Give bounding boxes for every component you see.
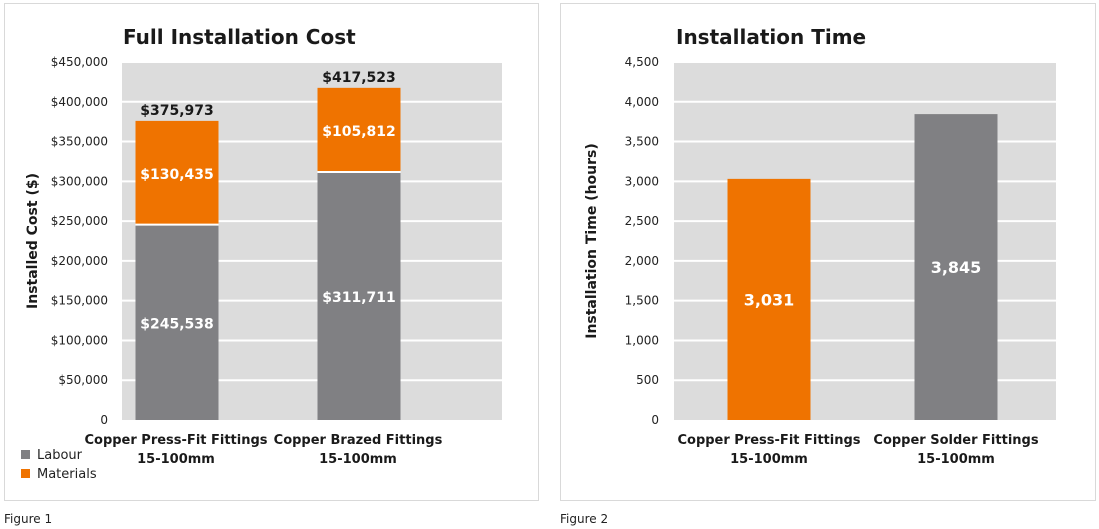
bar-value-label: 3,845 [931, 258, 982, 277]
x-tick-label-sub: 15-100mm [319, 452, 397, 467]
chart-title: Full Installation Cost [123, 25, 356, 49]
y-tick-label: 4,500 [625, 55, 659, 69]
y-tick-label: 4,000 [625, 95, 659, 109]
x-tick-label: Copper Solder Fittings [873, 433, 1038, 448]
installation-cost-chart: Full Installation Cost 0 $50,000 $100,000 $1… [21, 25, 502, 482]
y-axis-label: Installation Time (hours) [584, 143, 600, 339]
bar-materials-1 [317, 87, 401, 173]
bar-materials-0 [135, 120, 219, 225]
y-axis-label: Installed Cost ($) [25, 173, 41, 309]
bar-value-label: 3,031 [744, 290, 795, 309]
bar-total-label: $417,523 [322, 70, 396, 86]
y-tick-label: 2,000 [625, 254, 659, 268]
figure-caption-2: Figure 2 [560, 512, 609, 526]
y-tick-label: $400,000 [51, 95, 108, 109]
bar-value-label: $130,435 [140, 167, 214, 183]
y-tick-label: 500 [636, 373, 659, 387]
y-tick-label: $100,000 [51, 333, 108, 347]
y-tick-label: 2,500 [625, 214, 659, 228]
y-tick-label: $250,000 [51, 214, 108, 228]
bar-labour-1 [317, 172, 401, 420]
y-tick-label: $300,000 [51, 174, 108, 188]
installation-cost-panel: Full Installation Cost 0 $50,000 $100,000 $1… [4, 3, 539, 501]
bar-1 [914, 114, 998, 420]
legend-label-labour: Labour [37, 448, 83, 463]
legend-swatch-labour [21, 450, 30, 459]
y-tick-label: 1,000 [625, 333, 659, 347]
x-tick-label: Copper Brazed Fittings [274, 433, 443, 448]
y-tick-label: 3,500 [625, 135, 659, 149]
y-tick-label: 0 [651, 413, 659, 427]
bar-labour-0 [135, 224, 219, 420]
bar-value-label: $105,812 [322, 124, 396, 140]
legend-swatch-materials [21, 469, 30, 478]
x-tick-label-sub: 15-100mm [917, 452, 995, 467]
y-tick-label: $350,000 [51, 135, 108, 149]
y-tick-label: 1,500 [625, 294, 659, 308]
y-tick-label: $200,000 [51, 254, 108, 268]
chart-title: Installation Time [676, 25, 866, 49]
bar-value-label: $245,538 [140, 316, 214, 332]
y-tick-label: $450,000 [51, 55, 108, 69]
figure-caption-1: Figure 1 [4, 512, 53, 526]
bar-0 [727, 178, 811, 420]
x-tick-label-sub: 15-100mm [730, 452, 808, 467]
y-tick-label: 0 [100, 413, 108, 427]
legend-label-materials: Materials [37, 467, 97, 482]
x-tick-label-sub: 15-100mm [137, 452, 215, 467]
bar-total-label: $375,973 [140, 103, 214, 119]
y-tick-label: 3,000 [625, 174, 659, 188]
installation-time-panel: Installation Time 0 500 1,000 1,500 2,000 2,50… [560, 3, 1096, 501]
bar-value-label: $311,711 [322, 290, 396, 306]
y-tick-label: $50,000 [58, 373, 108, 387]
x-tick-label: Copper Press-Fit Fittings [677, 433, 860, 448]
installation-time-chart: Installation Time 0 500 1,000 1,500 2,000 2,50… [584, 25, 1056, 467]
x-tick-label: Copper Press-Fit Fittings [84, 433, 267, 448]
y-tick-label: $150,000 [51, 294, 108, 308]
